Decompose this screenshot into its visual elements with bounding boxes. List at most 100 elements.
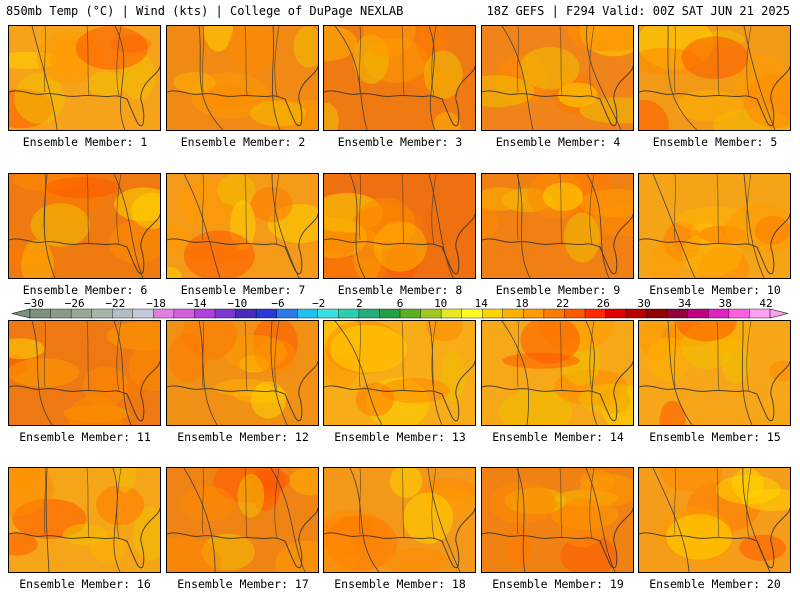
colorbar-swatch (605, 308, 627, 319)
map-panel (481, 173, 634, 279)
temperature-map (324, 321, 475, 425)
colorbar-swatch (29, 308, 52, 319)
ensemble-member-label: Ensemble Member: 3 (337, 135, 463, 149)
temperature-map (9, 468, 160, 572)
ensemble-member-label: Ensemble Member: 17 (177, 577, 309, 591)
ensemble-member-label: Ensemble Member: 19 (492, 577, 624, 591)
run-info: 18Z GEFS | F294 Valid: 00Z SAT JUN 21 20… (486, 4, 790, 18)
colorbar-tick-label: 34 (678, 297, 692, 310)
colorbar-swatch (420, 308, 442, 319)
colorbar-swatch (358, 308, 380, 319)
colorbar-swatch (399, 308, 422, 319)
colorbar-swatch (379, 308, 401, 319)
chart-title: 850mb Temp (°C) | Wind (kts) | College o… (6, 4, 404, 18)
temperature-map (167, 26, 318, 130)
colorbar-tick-label: −10 (227, 297, 247, 310)
temperature-map (324, 468, 475, 572)
temperature-map (9, 174, 160, 278)
colorbar-tick-label: −14 (187, 297, 207, 310)
temperature-map (482, 26, 633, 130)
colorbar-tick-label: −26 (65, 297, 85, 310)
colorbar-swatch (70, 308, 93, 319)
colorbar-swatch (317, 308, 339, 319)
temperature-map (639, 321, 790, 425)
ensemble-member-label: Ensemble Member: 5 (652, 135, 778, 149)
map-panel (166, 173, 319, 279)
colorbar-swatch (749, 308, 771, 319)
colorbar-tick-label: −18 (146, 297, 166, 310)
colorbar-swatch (646, 308, 668, 319)
colorbar-swatch (338, 308, 360, 319)
colorbar-swatch (728, 308, 750, 319)
map-panel (323, 173, 476, 279)
colorbar-tick-label: 2 (356, 297, 363, 310)
map-panel (481, 467, 634, 573)
ensemble-member-label: Ensemble Member: 10 (649, 283, 781, 297)
colorbar-swatch (708, 308, 730, 319)
temperature-colorbar: −30 −26 −22 −18 −14 −10 −6 −2 2 6 10 14 18 22 26 30 34 38… (11, 297, 789, 319)
colorbar-swatch (687, 308, 709, 319)
map-panel (8, 173, 161, 279)
ensemble-member-label: Ensemble Member: 2 (180, 135, 306, 149)
ensemble-member-label: Ensemble Member: 11 (19, 430, 151, 444)
ensemble-member-label: Ensemble Member: 6 (22, 283, 148, 297)
map-panel (8, 320, 161, 426)
ensemble-member-label: Ensemble Member: 1 (22, 135, 148, 149)
map-panel (638, 320, 791, 426)
ensemble-member-label: Ensemble Member: 12 (177, 430, 309, 444)
colorbar-tick-label: 18 (515, 297, 528, 310)
map-panel (481, 25, 634, 131)
temperature-map (9, 26, 160, 130)
colorbar-tick-label: 30 (637, 297, 650, 310)
map-panel (323, 467, 476, 573)
temperature-map (482, 321, 633, 425)
map-panel (638, 173, 791, 279)
colorbar-swatch (440, 308, 463, 319)
colorbar-swatch (50, 308, 72, 319)
ensemble-member-label: Ensemble Member: 16 (19, 577, 151, 591)
colorbar-tick-label: 38 (719, 297, 732, 310)
map-panel (638, 25, 791, 131)
colorbar-swatch (564, 308, 586, 319)
colorbar-left-arrow (11, 308, 31, 319)
colorbar-swatch (112, 308, 134, 319)
ensemble-member-label: Ensemble Member: 7 (180, 283, 306, 297)
map-panel (8, 25, 161, 131)
colorbar-swatch (173, 308, 195, 319)
colorbar-swatch (194, 308, 216, 319)
ensemble-member-label: Ensemble Member: 18 (334, 577, 466, 591)
colorbar-tick-label: −6 (271, 297, 284, 310)
colorbar-tick-label: −2 (312, 297, 325, 310)
map-panel (166, 467, 319, 573)
colorbar-swatch (461, 308, 483, 319)
colorbar-swatch (482, 308, 504, 319)
colorbar-swatch (543, 308, 565, 319)
colorbar-swatch (625, 308, 648, 319)
colorbar-swatch (214, 308, 237, 319)
colorbar-tick-label: −22 (105, 297, 125, 310)
temperature-map (324, 26, 475, 130)
temperature-map (9, 321, 160, 425)
temperature-map (482, 468, 633, 572)
colorbar-tick-label: 6 (397, 297, 404, 310)
colorbar-swatch (91, 308, 113, 319)
map-panel (481, 320, 634, 426)
temperature-map (482, 174, 633, 278)
ensemble-member-label: Ensemble Member: 13 (334, 430, 466, 444)
temperature-map (324, 174, 475, 278)
temperature-map (639, 26, 790, 130)
colorbar-right-arrow (769, 308, 789, 319)
ensemble-member-label: Ensemble Member: 20 (649, 577, 781, 591)
ensemble-member-label: Ensemble Member: 4 (495, 135, 621, 149)
colorbar-swatch (153, 308, 175, 319)
map-panel (323, 25, 476, 131)
colorbar-tick-label: −30 (24, 297, 44, 310)
ensemble-member-label: Ensemble Member: 9 (495, 283, 621, 297)
colorbar-tick-label: 10 (434, 297, 447, 310)
temperature-map (167, 321, 318, 425)
map-panel (323, 320, 476, 426)
colorbar-swatch (132, 308, 154, 319)
colorbar-swatch (276, 308, 298, 319)
map-panel (166, 320, 319, 426)
ensemble-member-label: Ensemble Member: 14 (492, 430, 624, 444)
